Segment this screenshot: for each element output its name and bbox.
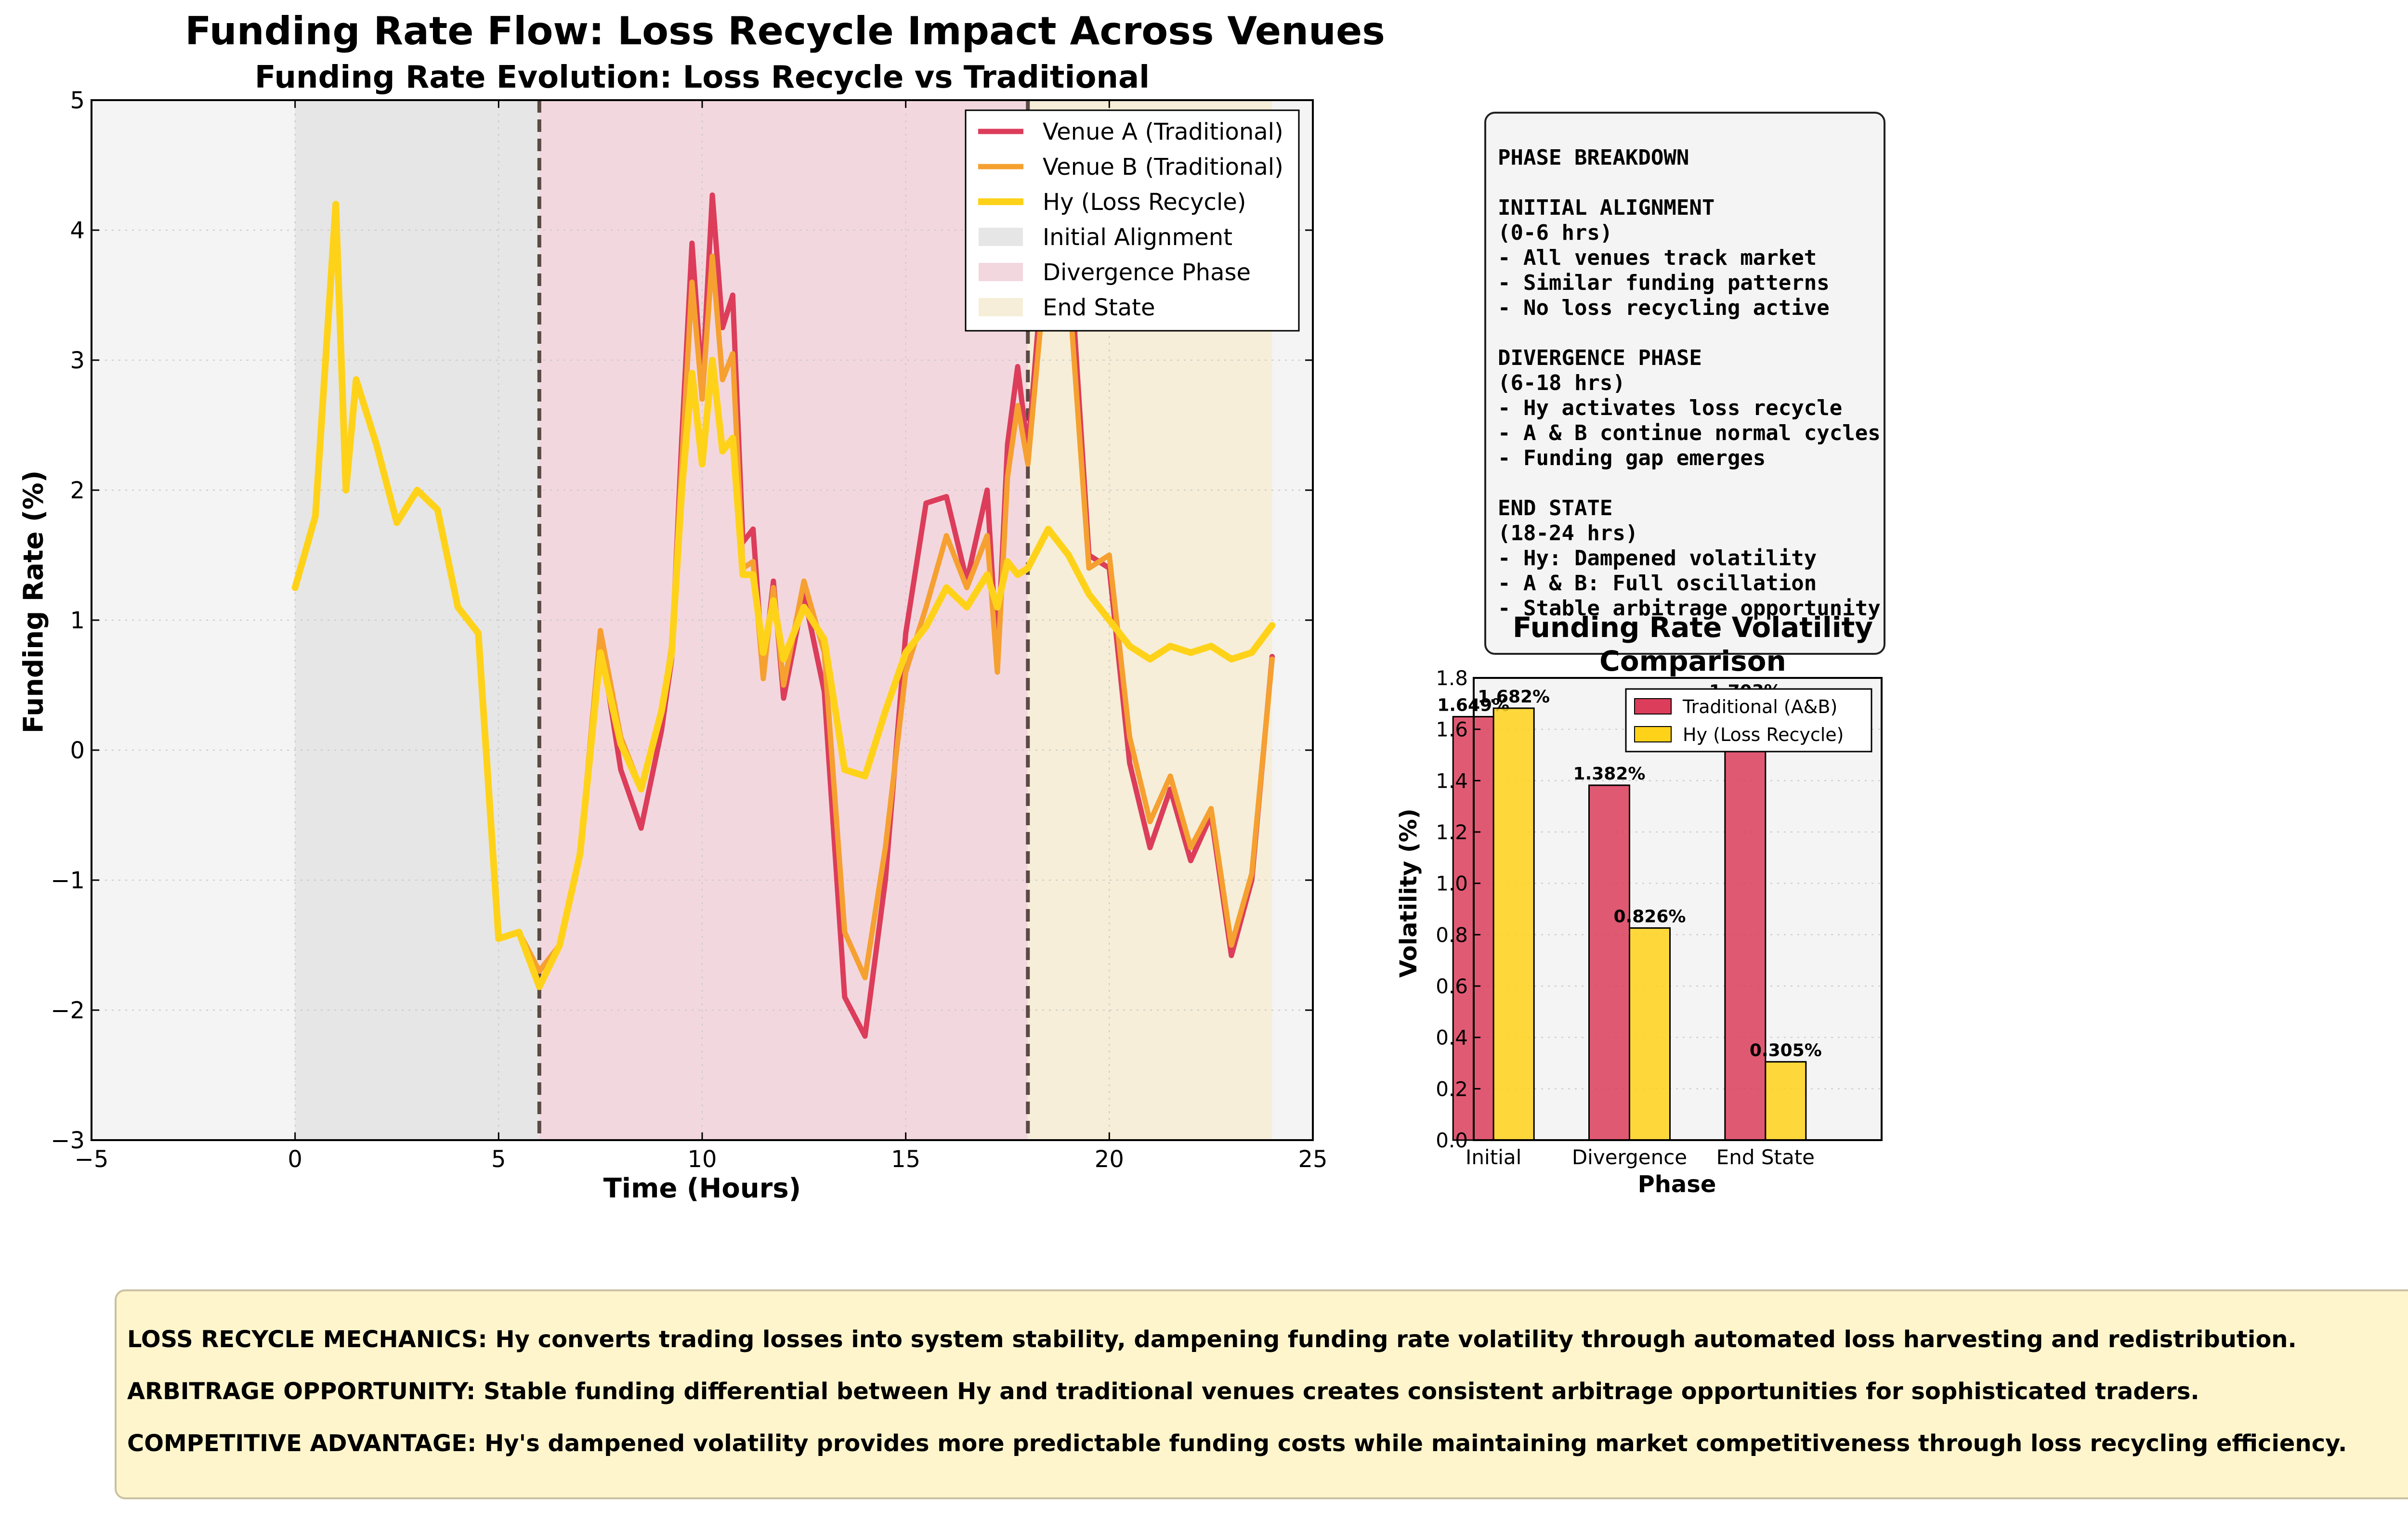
legend-patch-swatch (978, 297, 1024, 317)
x-tick-label: 20 (1095, 1146, 1124, 1173)
phase-section-initial: INITIAL ALIGNMENT (0-6 hrs) - All venues… (1498, 195, 1872, 321)
legend-entry-label: Hy (Loss Recycle) (1043, 189, 1246, 216)
bar-y-tick-label: 1.8 (1436, 666, 1468, 690)
bar-value-label: 1.682% (1478, 687, 1550, 707)
legend-entry-label: End State (1043, 294, 1155, 321)
phase-section-end-state: END STATE (18-24 hrs) - Hy: Dampened vol… (1498, 496, 1881, 621)
volatility-bar (1588, 784, 1630, 1141)
bar-chart-x-axis-label: Phase (1637, 1171, 1716, 1198)
phase-section-title: INITIAL ALIGNMENT (1498, 195, 1715, 220)
bar-y-tick-label: 0.2 (1436, 1077, 1468, 1101)
volatility-bar (1765, 1061, 1807, 1141)
phase-section-item: - Stable arbitrage opportunity (1498, 596, 1881, 621)
y-tick-label: 0 (70, 737, 85, 764)
volatility-bar-chart: 1.649%1.682%Initial1.382%0.826%Divergenc… (1436, 666, 1883, 1169)
legend-patch-swatch (978, 227, 1024, 247)
phase-section-item: - A & B continue normal cycles (1498, 421, 1881, 445)
phase-section-range: (6-18 hrs) (1498, 371, 1625, 395)
line-chart-x-axis-label: Time (Hours) (603, 1173, 801, 1204)
bar-y-tick-label: 0.8 (1436, 923, 1468, 947)
figure-title: Funding Rate Flow: Loss Recycle Impact A… (185, 9, 1385, 53)
volatility-bar (1492, 707, 1535, 1141)
bar-x-tick-label: End State (1716, 1145, 1815, 1169)
bar-legend-label: Hy (Loss Recycle) (1683, 724, 1844, 745)
x-tick-label: 0 (288, 1146, 302, 1173)
bar-y-tick-label: 0.4 (1436, 1026, 1468, 1050)
bar-x-tick-label: Initial (1466, 1145, 1521, 1169)
phase-section-item: - Funding gap emerges (1498, 446, 1766, 470)
series-line-3 (291, 201, 1276, 990)
legend-entry-label: Divergence Phase (1043, 259, 1251, 286)
phase-section-range: (0-6 hrs) (1498, 221, 1613, 245)
bar-chart-y-axis-label: Volatility (%) (1395, 808, 1422, 978)
phase-section-item: - A & B: Full oscillation (1498, 571, 1817, 596)
x-tick-label: −5 (75, 1146, 109, 1173)
y-tick-label: −3 (51, 1127, 85, 1154)
line-chart-y-axis-label: Funding Rate (%) (18, 470, 50, 734)
y-tick-label: −2 (51, 997, 85, 1024)
line-chart-title: Funding Rate Evolution: Loss Recycle vs … (254, 60, 1150, 95)
volatility-bar (1629, 927, 1671, 1141)
insight-loss-recycle: LOSS RECYCLE MECHANICS: Hy converts trad… (127, 1326, 2297, 1353)
bar-value-label: 1.382% (1573, 764, 1646, 784)
volatility-bar (1724, 702, 1767, 1141)
phase-section-item: - All venues track market (1498, 246, 1817, 270)
phase-section-item: - Hy activates loss recycle (1498, 396, 1843, 420)
bar-legend-label: Traditional (A&B) (1682, 696, 1837, 717)
y-tick-label: 3 (70, 347, 85, 374)
bar-plot-background (1474, 678, 1882, 1140)
y-tick-label: 4 (70, 217, 85, 244)
bar-chart-title: Funding Rate Volatility Comparison (1512, 611, 1873, 677)
phase-section-title: DIVERGENCE PHASE (1498, 346, 1702, 370)
phase-shade-2 (539, 100, 1028, 1140)
phase-section-title: END STATE (1498, 496, 1613, 520)
legend-entry-label: Venue A (Traditional) (1043, 118, 1283, 145)
line-chart-legend (965, 109, 1300, 332)
bar-y-tick-label: 1.4 (1436, 769, 1468, 792)
insight-competitive-advantage: COMPETITIVE ADVANTAGE: Hy's dampened vol… (127, 1430, 2347, 1457)
y-tick-label: 1 (70, 607, 85, 634)
legend-entry-label: Venue B (Traditional) (1043, 154, 1283, 181)
bar-x-tick-label: Divergence (1572, 1145, 1687, 1169)
bar-y-tick-label: 1.6 (1436, 718, 1468, 741)
legend-patch-swatch (978, 262, 1024, 282)
x-tick-label: 15 (891, 1146, 920, 1173)
bar-y-tick-label: 0.6 (1436, 974, 1468, 998)
insights-panel: LOSS RECYCLE MECHANICS: Hy converts trad… (115, 1289, 2408, 1499)
phase-breakdown-panel: PHASE BREAKDOWN INITIAL ALIGNMENT (0-6 h… (1484, 112, 1885, 655)
bar-plot-frame (1473, 677, 1883, 1141)
x-tick-label: 10 (687, 1146, 717, 1173)
bar-value-label: 0.826% (1614, 907, 1686, 926)
bar-y-tick-label: 0.0 (1436, 1129, 1468, 1152)
phase-section-range: (18-24 hrs) (1498, 521, 1638, 546)
phase-section-divergence: DIVERGENCE PHASE (6-18 hrs) - Hy activat… (1498, 346, 1881, 471)
bar-legend-swatch (1634, 726, 1672, 742)
bar-legend-swatch (1634, 698, 1672, 715)
phase-section-item: - Similar funding patterns (1498, 271, 1830, 295)
y-tick-label: −1 (51, 867, 85, 894)
funding-rate-line-chart: −5 0 5 10 15 20 25 −3 −2 −1 0 1 2 3 4 5 Venue A (Traditi… (51, 87, 1327, 1173)
bar-y-tick-label: 1.2 (1436, 820, 1468, 844)
bar-y-tick-label: 1.0 (1436, 872, 1468, 896)
insight-arbitrage: ARBITRAGE OPPORTUNITY: Stable funding di… (127, 1378, 2199, 1405)
legend-entry-label: Initial Alignment (1043, 224, 1232, 251)
phase-section-item: - Hy: Dampened volatility (1498, 546, 1817, 571)
phase-section-item: - No loss recycling active (1498, 296, 1830, 320)
y-tick-label: 5 (70, 87, 85, 114)
phase-breakdown-heading: PHASE BREAKDOWN (1498, 145, 1689, 170)
x-tick-label: 5 (491, 1146, 506, 1173)
bar-value-label: 0.305% (1750, 1040, 1822, 1060)
y-tick-label: 2 (70, 477, 85, 504)
x-tick-label: 25 (1298, 1146, 1327, 1173)
